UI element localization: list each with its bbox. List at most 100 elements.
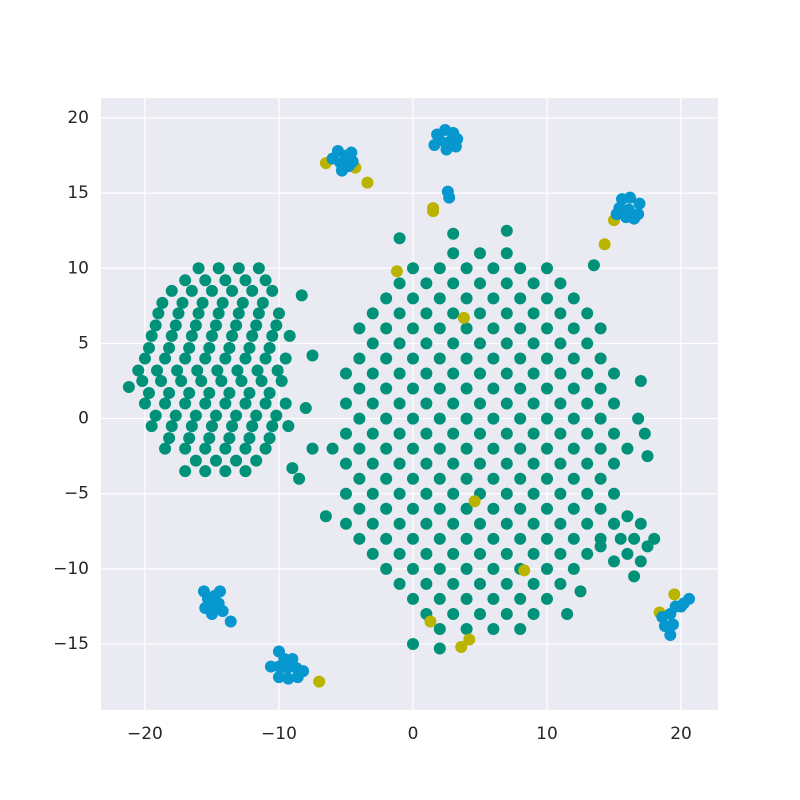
point xyxy=(353,442,366,455)
point xyxy=(243,432,256,445)
point xyxy=(683,592,696,605)
point xyxy=(666,618,679,631)
point xyxy=(527,577,540,590)
point xyxy=(581,457,594,470)
point xyxy=(420,427,433,440)
point xyxy=(633,197,646,210)
point xyxy=(406,262,419,275)
point xyxy=(540,322,553,335)
point xyxy=(581,307,594,320)
point xyxy=(567,412,580,425)
point xyxy=(433,502,446,515)
point xyxy=(406,502,419,515)
point xyxy=(455,641,468,654)
point xyxy=(447,547,460,560)
point xyxy=(192,262,205,275)
point xyxy=(447,607,460,620)
point xyxy=(514,622,527,635)
point xyxy=(165,284,178,297)
point xyxy=(393,457,406,470)
point xyxy=(554,547,567,560)
point xyxy=(514,352,527,365)
point xyxy=(420,577,433,590)
point xyxy=(598,238,611,251)
point xyxy=(366,427,379,440)
point xyxy=(433,262,446,275)
point xyxy=(420,337,433,350)
point xyxy=(567,322,580,335)
point xyxy=(460,442,473,455)
point xyxy=(250,409,263,422)
point xyxy=(230,319,243,332)
point xyxy=(500,337,513,350)
point xyxy=(554,487,567,500)
point xyxy=(424,615,437,628)
point xyxy=(554,457,567,470)
point xyxy=(473,517,486,530)
point xyxy=(473,547,486,560)
point xyxy=(366,367,379,380)
point xyxy=(393,307,406,320)
y-tick-label: 15 xyxy=(67,183,89,203)
point xyxy=(500,397,513,410)
point xyxy=(239,352,252,365)
y-tick-label: −10 xyxy=(53,559,89,579)
point xyxy=(621,510,634,523)
point xyxy=(581,337,594,350)
point xyxy=(473,397,486,410)
point xyxy=(205,420,218,433)
point xyxy=(219,352,232,365)
point xyxy=(390,265,403,278)
point xyxy=(473,307,486,320)
point xyxy=(393,367,406,380)
point xyxy=(183,432,196,445)
point xyxy=(163,387,176,400)
point xyxy=(136,375,149,388)
point xyxy=(514,292,527,305)
point xyxy=(159,442,172,455)
point xyxy=(527,547,540,560)
point xyxy=(259,442,272,455)
point xyxy=(463,633,476,646)
point xyxy=(433,592,446,605)
point xyxy=(614,532,627,545)
point xyxy=(554,577,567,590)
point xyxy=(380,502,393,515)
point xyxy=(473,577,486,590)
point xyxy=(540,262,553,275)
point xyxy=(447,517,460,530)
point xyxy=(540,382,553,395)
point xyxy=(514,412,527,425)
point xyxy=(447,457,460,470)
point xyxy=(460,472,473,485)
point xyxy=(567,502,580,515)
point xyxy=(209,454,222,467)
point xyxy=(185,329,198,342)
point xyxy=(230,409,243,422)
point xyxy=(145,420,158,433)
point xyxy=(527,487,540,500)
point xyxy=(159,397,172,410)
point xyxy=(165,329,178,342)
point xyxy=(214,585,227,598)
point xyxy=(514,532,527,545)
point xyxy=(156,296,169,309)
point xyxy=(500,247,513,260)
point xyxy=(540,502,553,515)
point xyxy=(433,412,446,425)
point xyxy=(460,322,473,335)
point xyxy=(420,457,433,470)
point xyxy=(447,247,460,260)
point xyxy=(299,402,312,415)
point xyxy=(567,292,580,305)
point xyxy=(594,412,607,425)
point xyxy=(514,442,527,455)
point xyxy=(500,224,513,237)
point xyxy=(252,307,265,320)
point xyxy=(500,517,513,530)
point xyxy=(594,540,607,553)
point xyxy=(185,420,198,433)
point xyxy=(179,397,192,410)
point xyxy=(447,577,460,590)
point xyxy=(151,364,164,377)
